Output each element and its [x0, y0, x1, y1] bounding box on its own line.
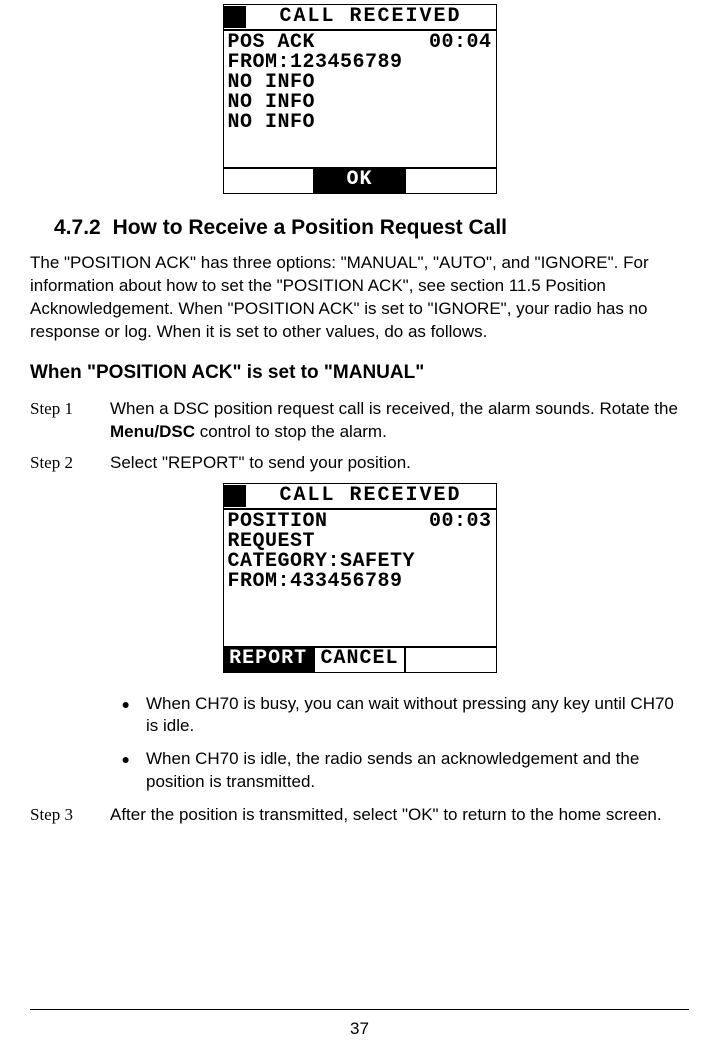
lcd2-category: CATEGORY:SAFETY [228, 552, 492, 572]
step-1-text-b: control to stop the alarm. [195, 422, 387, 441]
section-title: How to Receive a Position Request Call [113, 216, 507, 239]
page-footer: 37 [30, 1009, 689, 1055]
lcd-screen-1: CALL RECEIVED POS ACK 00:04 FROM:1234567… [223, 4, 497, 194]
lcd1-line3: NO INFO [228, 73, 492, 93]
lcd1-from: FROM:123456789 [228, 53, 492, 73]
lcd1-softkey-2[interactable]: OK [313, 169, 404, 193]
step-1-text-a: When a DSC position request call is rece… [110, 399, 678, 418]
bullet-icon: ● [30, 748, 146, 794]
bullet-list: ● When CH70 is busy, you can wait withou… [30, 693, 689, 795]
bullet-1-text: When CH70 is busy, you can wait without … [146, 693, 689, 739]
lcd2-softkey-3[interactable] [404, 648, 495, 672]
step-1-bold: Menu/DSC [110, 422, 195, 441]
lcd2-title: CALL RECEIVED [246, 484, 496, 508]
step-2: Step 2 Select "REPORT" to send your posi… [30, 452, 689, 475]
lcd2-timer: 00:03 [429, 512, 492, 532]
section-number: 4.7.2 [54, 216, 101, 239]
lcd2-request: REQUEST [228, 532, 492, 552]
bullet-icon: ● [30, 693, 146, 739]
lcd1-pos-ack: POS ACK [228, 33, 316, 53]
page-number: 37 [350, 1019, 369, 1038]
bullet-1: ● When CH70 is busy, you can wait withou… [30, 693, 689, 739]
lcd2-softkey-report[interactable]: REPORT [224, 648, 313, 672]
bell-icon [224, 6, 246, 28]
section-heading: 4.7.2 How to Receive a Position Request … [54, 214, 689, 242]
sub-heading: When "POSITION ACK" is set to "MANUAL" [30, 360, 689, 386]
bullet-2: ● When CH70 is idle, the radio sends an … [30, 748, 689, 794]
bell-icon [224, 485, 246, 507]
lcd1-timer: 00:04 [429, 33, 492, 53]
lcd2-softkey-cancel[interactable]: CANCEL [313, 648, 404, 672]
step-1: Step 1 When a DSC position request call … [30, 398, 689, 444]
step-3-text: After the position is transmitted, selec… [110, 804, 689, 827]
step-1-label: Step 1 [30, 398, 110, 444]
lcd1-title: CALL RECEIVED [246, 5, 496, 29]
intro-paragraph: The "POSITION ACK" has three options: "M… [30, 252, 689, 344]
lcd2-position: POSITION [228, 512, 328, 532]
step-3: Step 3 After the position is transmitted… [30, 804, 689, 827]
lcd-screen-2: CALL RECEIVED POSITION 00:03 REQUEST CAT… [223, 483, 497, 673]
lcd1-line5: NO INFO [228, 113, 492, 133]
step-2-text: Select "REPORT" to send your position. [110, 452, 689, 475]
step-1-text: When a DSC position request call is rece… [110, 398, 689, 444]
lcd1-softkey-1[interactable] [224, 169, 313, 193]
lcd2-from: FROM:433456789 [228, 572, 492, 592]
lcd1-line4: NO INFO [228, 93, 492, 113]
step-2-label: Step 2 [30, 452, 110, 475]
bullet-2-text: When CH70 is idle, the radio sends an ac… [146, 748, 689, 794]
lcd1-softkey-3[interactable] [404, 169, 495, 193]
step-3-label: Step 3 [30, 804, 110, 827]
